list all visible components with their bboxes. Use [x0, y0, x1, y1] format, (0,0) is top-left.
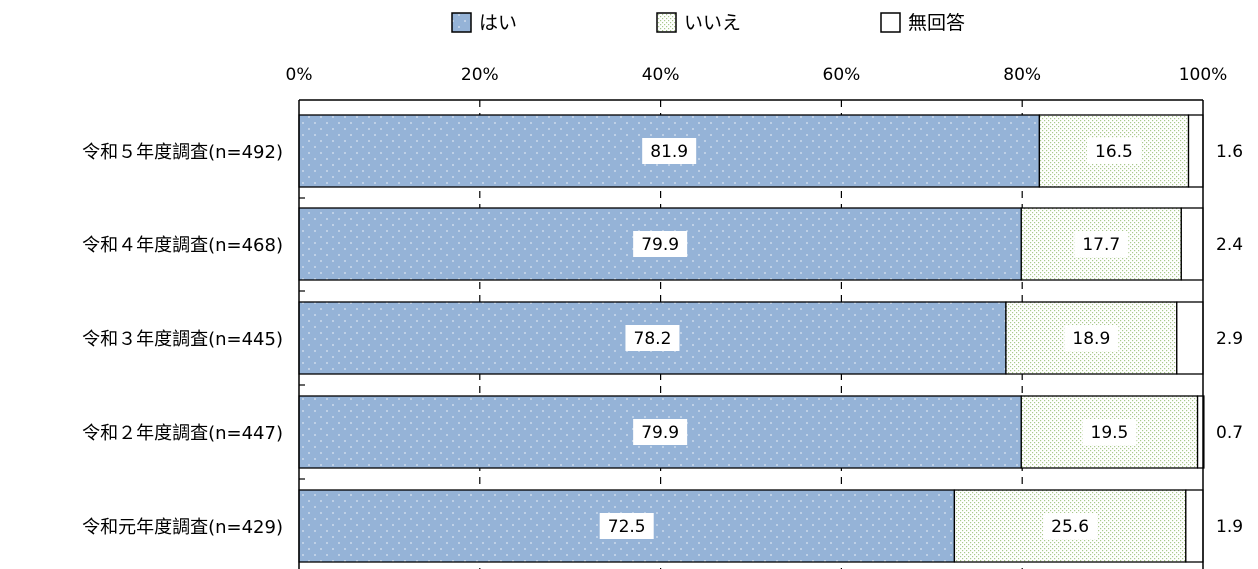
data-label-no: 19.5	[1091, 423, 1129, 443]
data-label-yes: 79.9	[641, 423, 679, 443]
x-tick-label: 100%	[1179, 65, 1228, 85]
data-label-bg	[1086, 138, 1141, 164]
x-tick-label: 60%	[823, 65, 861, 85]
legend-swatch-yes	[451, 12, 472, 33]
data-label-no: 16.5	[1095, 142, 1133, 162]
data-label-bg	[1074, 231, 1129, 257]
data-label-no-answer: 1.9	[1216, 517, 1243, 537]
data-label-no: 18.9	[1072, 329, 1110, 349]
data-label-yes: 79.9	[641, 235, 679, 255]
x-tick-label: 80%	[1003, 65, 1041, 85]
category-label: 令和元年度調査(n=429)	[82, 517, 283, 538]
bars: 81.9 16.5 1.6 79.9 17.7 2.4 78.2 18.9 2.9 79.9 19.…	[298, 114, 1243, 563]
data-label-no-answer: 2.4	[1216, 235, 1243, 255]
x-tick-label: 0%	[286, 65, 313, 85]
data-label-bg	[1043, 513, 1098, 539]
x-tick-label: 20%	[461, 65, 499, 85]
legend-label-yes: はい	[479, 12, 517, 34]
data-label-no: 17.7	[1082, 235, 1120, 255]
category-label: 令和４年度調査(n=468)	[82, 235, 283, 256]
data-label-no-answer: 0.7	[1216, 423, 1243, 443]
data-label-bg	[625, 325, 680, 351]
data-label-bg	[599, 513, 654, 539]
bar-no-answer	[1176, 301, 1204, 375]
data-label-no-answer: 2.9	[1216, 329, 1243, 349]
legend-label-no: いいえ	[684, 12, 741, 34]
bar-no-answer	[1196, 395, 1205, 469]
bar-no-answer	[1187, 114, 1204, 188]
x-axis: 0% 20% 40% 60% 80% 100%	[286, 65, 1228, 569]
data-label-no-answer: 1.6	[1216, 142, 1243, 162]
x-tick-label: 40%	[642, 65, 680, 85]
data-label-bg	[642, 138, 697, 164]
category-label: 令和５年度調査(n=492)	[82, 142, 283, 163]
category-label: 令和３年度調査(n=445)	[82, 329, 283, 350]
legend: はい いいえ 無回答	[451, 12, 965, 34]
data-label-yes: 78.2	[634, 329, 672, 349]
legend-swatch-no-answer	[880, 12, 901, 33]
legend-swatch-no	[656, 12, 677, 33]
data-label-no: 25.6	[1051, 517, 1089, 537]
data-label-bg	[1064, 325, 1119, 351]
category-labels: 令和５年度調査(n=492) 令和４年度調査(n=468) 令和３年度調査(n=44…	[82, 142, 283, 538]
data-label-yes: 72.5	[608, 517, 646, 537]
bar-no-answer	[1185, 489, 1204, 563]
category-label: 令和２年度調査(n=447)	[82, 423, 283, 444]
bar-yes	[298, 489, 956, 563]
data-label-bg	[1082, 419, 1137, 445]
data-label-bg	[633, 419, 688, 445]
data-label-yes: 81.9	[650, 142, 688, 162]
data-label-bg	[633, 231, 688, 257]
legend-label-no-answer: 無回答	[908, 12, 965, 34]
bar-no-answer	[1180, 207, 1204, 281]
